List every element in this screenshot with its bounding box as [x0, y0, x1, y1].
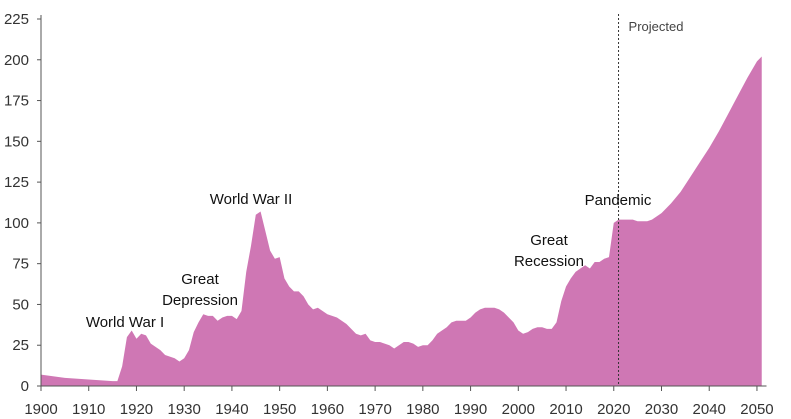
- y-tick-label: 225: [4, 11, 29, 28]
- x-tick-label: 1900: [24, 401, 57, 418]
- x-tick-label: 2030: [645, 401, 678, 418]
- annotation: Great: [181, 271, 219, 288]
- x-tick-label: 2020: [597, 401, 630, 418]
- annotation: Great: [530, 232, 568, 249]
- annotation: Pandemic: [585, 192, 652, 209]
- x-tick-label: 1950: [263, 401, 296, 418]
- annotation: Recession: [514, 253, 584, 270]
- x-tick-label: 1920: [120, 401, 153, 418]
- y-tick-label: 125: [4, 174, 29, 191]
- y-tick-label: 50: [12, 296, 29, 313]
- y-tick-label: 0: [21, 378, 29, 395]
- y-tick-label: 175: [4, 93, 29, 110]
- annotation: Depression: [162, 292, 238, 309]
- x-tick-label: 2040: [693, 401, 726, 418]
- x-tick-label: 2010: [549, 401, 582, 418]
- area: [41, 56, 762, 386]
- y-tick-label: 25: [12, 337, 29, 354]
- y-tick-label: 200: [4, 52, 29, 69]
- annotation: World War I: [86, 314, 164, 331]
- x-tick-label: 1980: [406, 401, 439, 418]
- y-tick-label: 75: [12, 256, 29, 273]
- x-tick-label: 1910: [72, 401, 105, 418]
- x-tick-label: 2000: [502, 401, 535, 418]
- annotation: World War II: [210, 191, 293, 208]
- x-tick-label: 2050: [740, 401, 773, 418]
- y-tick-label: 100: [4, 215, 29, 232]
- x-tick-label: 1970: [358, 401, 391, 418]
- projection-label: Projected: [629, 19, 684, 34]
- x-tick-label: 1960: [311, 401, 344, 418]
- x-tick-label: 1930: [168, 401, 201, 418]
- y-tick-label: 150: [4, 133, 29, 150]
- x-tick-label: 1940: [215, 401, 248, 418]
- x-tick-label: 1990: [454, 401, 487, 418]
